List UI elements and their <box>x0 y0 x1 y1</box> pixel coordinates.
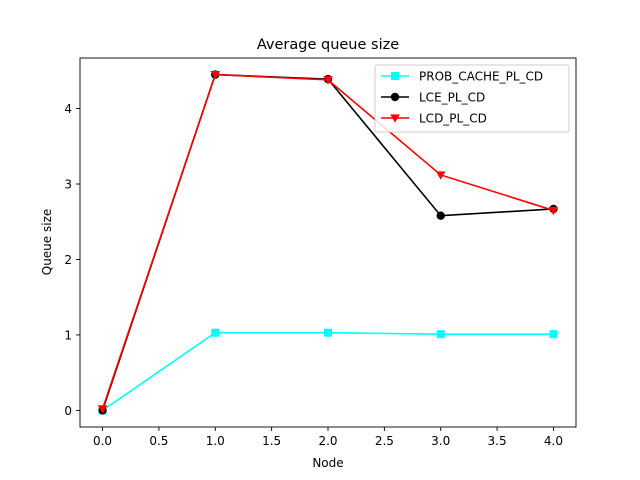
data-point <box>97 405 108 414</box>
y-tick-label: 2 <box>64 253 72 267</box>
plot-area-frame <box>79 57 577 428</box>
legend-item: LCD_PL_CD <box>381 112 487 126</box>
x-tick-label: 3.5 <box>488 434 507 448</box>
y-axis-ticks: 0 1 2 3 4 <box>64 102 80 418</box>
data-point <box>436 330 445 339</box>
data-point <box>323 76 333 85</box>
y-tick-label: 1 <box>64 328 72 342</box>
legend-label: LCD_PL_CD <box>419 112 487 126</box>
chart-title: Average queue size <box>257 37 399 53</box>
x-tick-label: 1.0 <box>206 434 225 448</box>
x-axis-ticks: 0.0 0.5 1.0 1.5 2.0 2.5 3.0 3.5 4.0 <box>93 427 563 448</box>
x-tick-label: 2.0 <box>318 434 337 448</box>
y-tick-label: 3 <box>64 178 72 192</box>
series-layer <box>97 70 559 415</box>
legend-box <box>374 64 570 133</box>
series-LCD_PL_CD <box>97 71 559 414</box>
data-point <box>549 330 558 339</box>
x-tick-label: 1.5 <box>262 434 281 448</box>
y-tick-label: 0 <box>64 404 72 418</box>
legend-item: PROB_CACHE_PL_CD <box>381 70 543 84</box>
legend: PROB_CACHE_PL_CD LCE_PL_CD LCD_PL_CD <box>374 64 570 133</box>
y-tick-label: 4 <box>64 102 72 116</box>
data-point <box>324 328 332 337</box>
x-axis-label: Node <box>312 456 343 470</box>
data-point <box>211 328 220 337</box>
y-axis-label: Queue size <box>40 209 54 276</box>
data-point <box>210 71 221 80</box>
legend-label: PROB_CACHE_PL_CD <box>419 70 543 84</box>
x-tick-label: 2.5 <box>375 434 394 448</box>
x-tick-label: 0.0 <box>93 434 112 448</box>
x-tick-label: 4.0 <box>544 434 563 448</box>
data-point <box>548 206 559 216</box>
legend-marker <box>390 92 400 102</box>
legend-label: LCE_PL_CD <box>419 91 485 105</box>
legend-item: LCE_PL_CD <box>381 91 485 105</box>
x-tick-label: 3.0 <box>431 434 450 448</box>
x-tick-label: 0.5 <box>149 434 168 448</box>
data-point <box>435 171 446 180</box>
legend-marker <box>390 114 400 123</box>
legend-marker <box>391 72 399 80</box>
data-point <box>436 211 445 220</box>
